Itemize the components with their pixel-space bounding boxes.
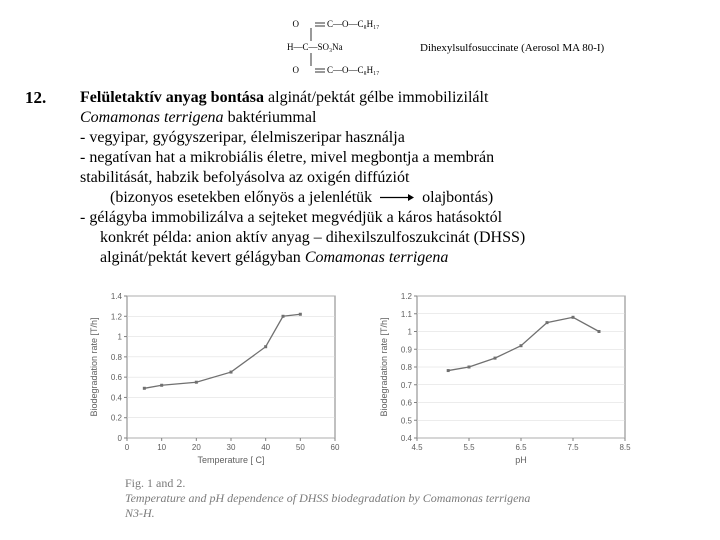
svg-text:C—O—C₈H₁₇: C—O—C₈H₁₇ xyxy=(327,65,379,75)
svg-text:0.7: 0.7 xyxy=(401,381,413,390)
title-bold: Felületaktív anyag bontása xyxy=(80,89,264,106)
svg-text:pH: pH xyxy=(515,455,527,465)
svg-text:0.4: 0.4 xyxy=(401,434,413,443)
l9a: alginát/pektát kevert gélágyban xyxy=(100,249,305,266)
svg-text:10: 10 xyxy=(157,443,166,452)
svg-text:1.2: 1.2 xyxy=(111,312,123,321)
svg-text:O: O xyxy=(293,65,300,75)
svg-text:0.8: 0.8 xyxy=(111,353,123,362)
charts-row: 0 0.2 0.4 0.6 0.8 1 1.2 1.4 0 10 20 30 40 50 60 Tempera… xyxy=(25,286,695,466)
svg-text:30: 30 xyxy=(227,443,236,452)
chemical-structure: O C—O—C₈H₁₇ H—C—SO₃Na O C—O—C₈H₁₇ Dihexy… xyxy=(265,15,695,80)
l5: stabilitását, habzik befolyásolva az oxi… xyxy=(80,168,525,188)
svg-text:20: 20 xyxy=(192,443,201,452)
species-italic: Comamonas terrigena xyxy=(80,109,224,126)
svg-text:0: 0 xyxy=(125,443,130,452)
l4: - negatívan hat a mikrobiális életre, mi… xyxy=(80,148,525,168)
svg-text:1.1: 1.1 xyxy=(401,310,413,319)
svg-text:1: 1 xyxy=(408,328,413,337)
svg-text:0.6: 0.6 xyxy=(401,399,413,408)
svg-text:8.5: 8.5 xyxy=(619,443,631,452)
chart-ph: 0.4 0.5 0.6 0.7 0.8 0.9 1 1.1 1.2 4.5 5.5 6.5 7.5 8.5… xyxy=(375,286,635,466)
caption-body1: Temperature and pH dependence of DHSS bi… xyxy=(125,491,695,506)
svg-text:1.2: 1.2 xyxy=(401,292,413,301)
chart-temperature: 0 0.2 0.4 0.6 0.8 1 1.2 1.4 0 10 20 30 40 50 60 Tempera… xyxy=(85,286,345,466)
svg-text:1.4: 1.4 xyxy=(111,292,123,301)
figure-caption: Fig. 1 and 2. Temperature and pH depende… xyxy=(125,476,695,521)
svg-text:0.9: 0.9 xyxy=(401,345,413,354)
svg-text:0.4: 0.4 xyxy=(111,393,123,402)
svg-text:0: 0 xyxy=(118,434,123,443)
l3: - vegyipar, gyógyszeripar, élelmiszeripa… xyxy=(80,128,525,148)
svg-text:0.8: 0.8 xyxy=(401,363,413,372)
item-number: 12. xyxy=(25,88,80,268)
svg-text:1: 1 xyxy=(118,333,123,342)
svg-text:50: 50 xyxy=(296,443,305,452)
svg-text:C—O—C₈H₁₇: C—O—C₈H₁₇ xyxy=(327,19,379,29)
svg-text:40: 40 xyxy=(261,443,270,452)
l2b: baktériummal xyxy=(224,109,317,126)
svg-text:6.5: 6.5 xyxy=(515,443,527,452)
svg-text:Biodegradation rate [T/h]: Biodegradation rate [T/h] xyxy=(89,317,99,416)
caption-body2: N3-H. xyxy=(125,506,695,521)
caption-title: Fig. 1 and 2. xyxy=(125,476,695,491)
l7: - gélágyba immobilizálva a sejteket megv… xyxy=(80,208,525,228)
arrow-icon xyxy=(380,188,414,208)
chem-label: Dihexylsulfosuccinate (Aerosol MA 80-I) xyxy=(420,42,604,54)
text-body: Felületaktív anyag bontása alginát/pektá… xyxy=(80,88,525,268)
svg-text:4.5: 4.5 xyxy=(411,443,423,452)
svg-text:O: O xyxy=(293,19,300,29)
svg-text:Temperature [ C]: Temperature [ C] xyxy=(197,455,264,465)
l6b: olajbontás) xyxy=(418,189,493,206)
svg-text:7.5: 7.5 xyxy=(567,443,579,452)
main-text: 12. Felületaktív anyag bontása alginát/p… xyxy=(25,88,695,268)
svg-text:Biodegradation rate [T/h]: Biodegradation rate [T/h] xyxy=(379,317,389,416)
svg-text:0.5: 0.5 xyxy=(401,416,413,425)
svg-text:5.5: 5.5 xyxy=(463,443,475,452)
svg-text:0.2: 0.2 xyxy=(111,414,123,423)
l9b: Comamonas terrigena xyxy=(305,249,449,266)
svg-text:0.6: 0.6 xyxy=(111,373,123,382)
svg-text:H—C—SO₃Na: H—C—SO₃Na xyxy=(287,42,343,52)
chem-diagram: O C—O—C₈H₁₇ H—C—SO₃Na O C—O—C₈H₁₇ xyxy=(265,15,405,80)
title-rest: alginát/pektát gélbe immobilizilált xyxy=(264,89,488,106)
l6a: (bizonyos esetekben előnyös a jelenlétük xyxy=(110,189,376,206)
svg-text:60: 60 xyxy=(331,443,340,452)
l8: konkrét példa: anion aktív anyag – dihex… xyxy=(100,228,525,248)
